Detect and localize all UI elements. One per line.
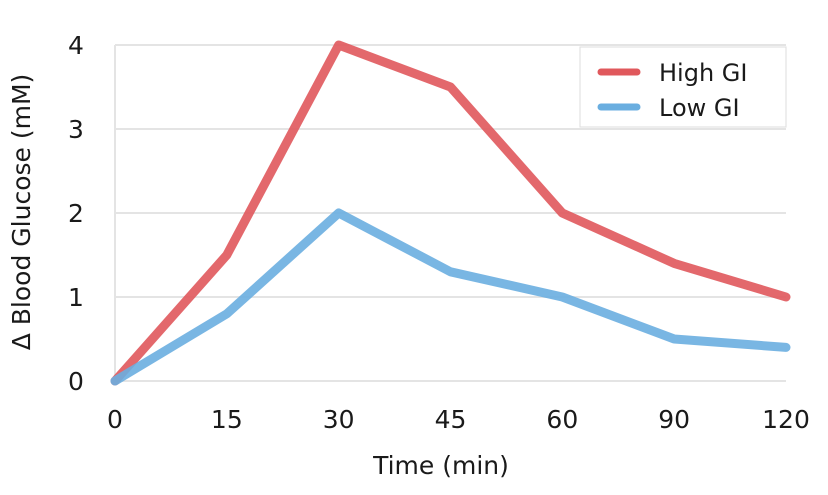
legend-label: Low GI: [659, 94, 740, 122]
gridlines: [115, 44, 786, 382]
x-tick-label: 60: [546, 405, 578, 434]
x-tick-label: 0: [107, 405, 123, 434]
legend-box: [579, 46, 787, 128]
legend-label: High GI: [659, 59, 747, 87]
y-tick-label: 3: [68, 115, 84, 144]
x-tick-label: 45: [435, 405, 467, 434]
x-tick-labels: 0 15 30 45 60 90 120: [107, 405, 810, 434]
series-line-high-gi: [110, 40, 791, 386]
x-tick-label: 120: [762, 405, 810, 434]
x-tick-label: 90: [658, 405, 690, 434]
series-lines: [110, 40, 791, 386]
y-tick-labels: 0 1 2 3 4: [68, 31, 84, 396]
y-tick-label: 1: [68, 283, 84, 312]
y-axis-title: Δ Blood Glucose (mM): [7, 74, 36, 351]
y-tick-label: 2: [68, 199, 84, 228]
series-line-low-gi: [110, 208, 791, 386]
x-axis-title: Time (min): [372, 451, 509, 480]
x-tick-label: 15: [211, 405, 243, 434]
x-tick-label: 30: [323, 405, 355, 434]
y-tick-label: 0: [68, 367, 84, 396]
y-tick-label: 4: [68, 31, 84, 60]
legend: High GI Low GI: [579, 46, 787, 128]
